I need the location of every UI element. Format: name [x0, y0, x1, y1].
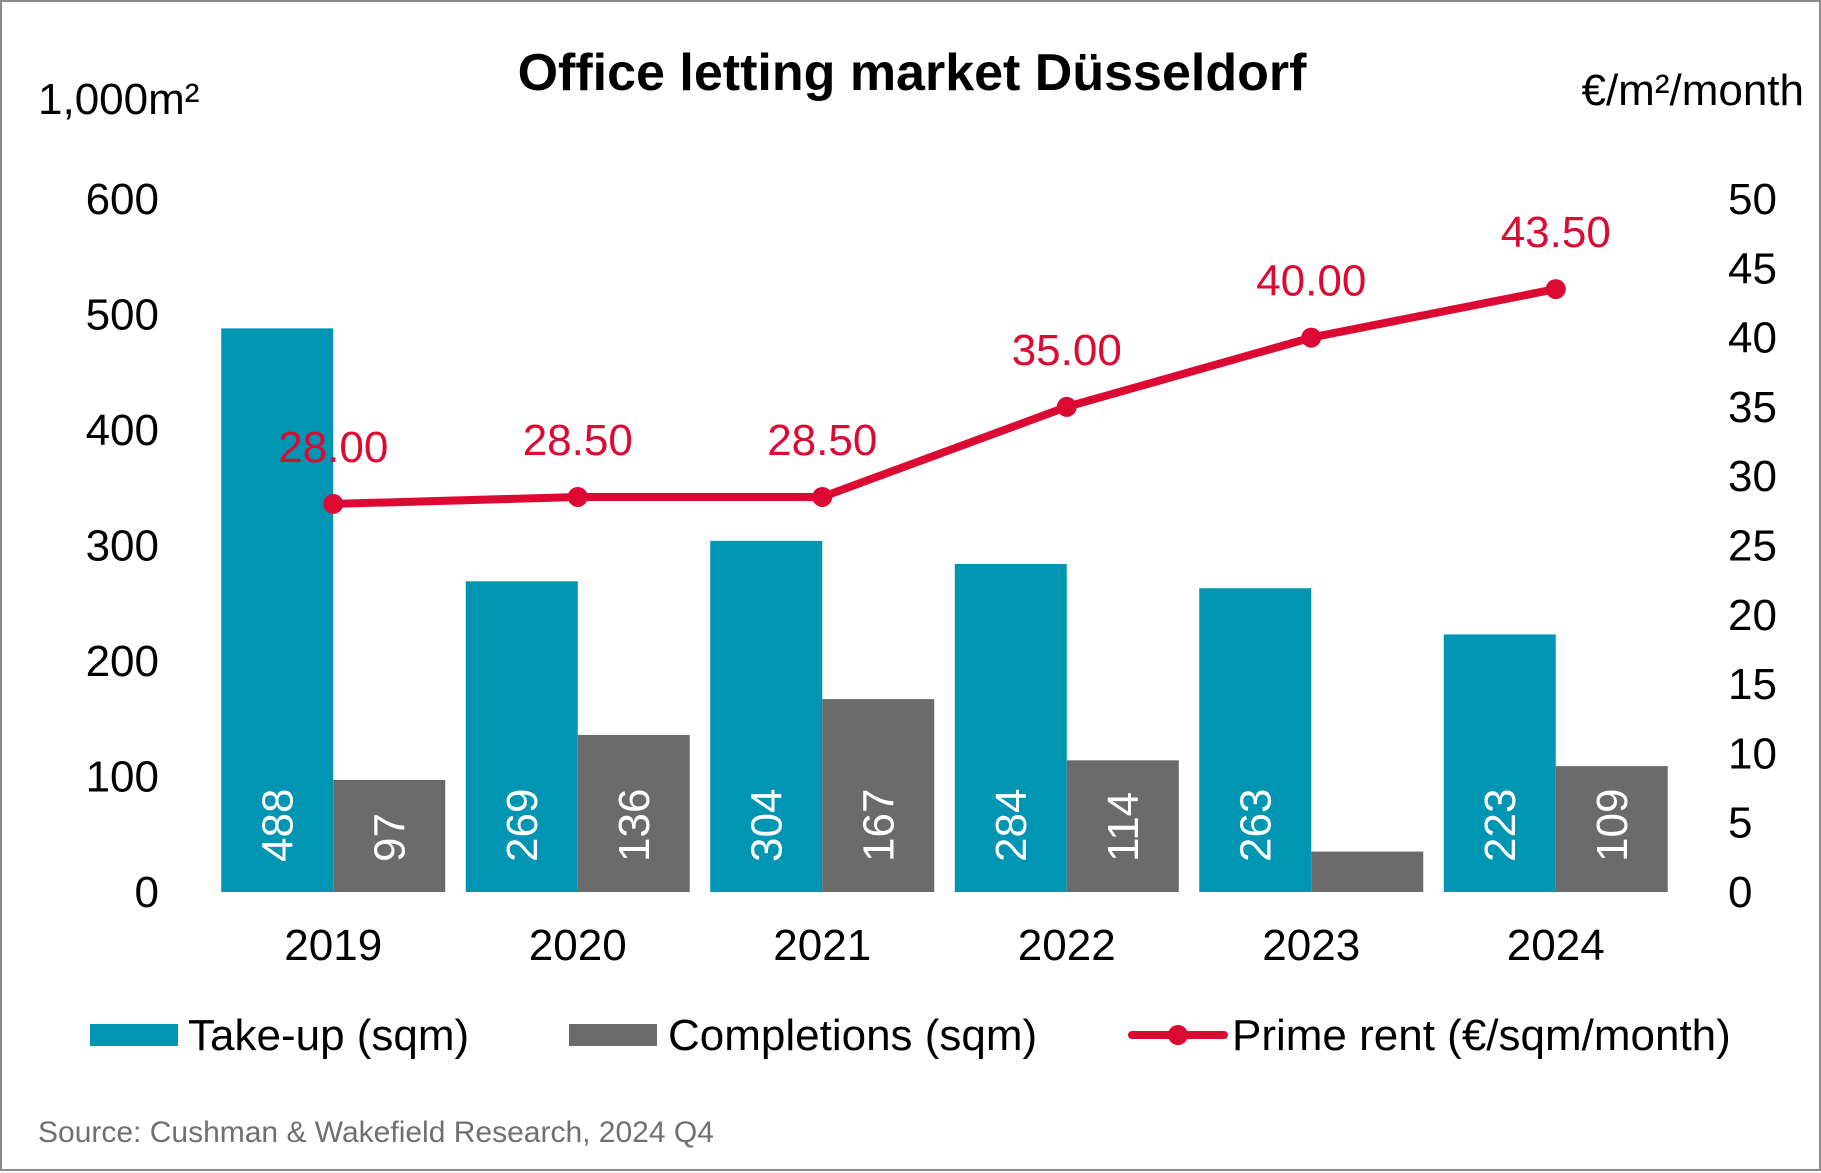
- right-tick-label: 35: [1728, 383, 1777, 432]
- take-up-bar: [1443, 634, 1556, 892]
- left-tick-label: 400: [86, 406, 159, 455]
- completions-bar-label: 136: [610, 789, 659, 862]
- legend-marker: [1168, 1025, 1188, 1045]
- left-tick-label: 500: [86, 291, 159, 340]
- chart-title: Office letting market Düsseldorf: [518, 44, 1308, 102]
- completions-bar: [577, 734, 690, 892]
- take-up-bar: [1199, 588, 1312, 892]
- right-tick-label: 5: [1728, 799, 1752, 848]
- bar-series-group: [221, 328, 1668, 892]
- legend-swatch: [569, 1024, 657, 1046]
- left-tick-label: 300: [86, 522, 159, 571]
- completions-bar-label: 114: [1099, 792, 1148, 862]
- take-up-bar-label: 488: [253, 789, 302, 862]
- right-tick-label: 0: [1728, 868, 1752, 917]
- completions-bar: [1311, 851, 1424, 892]
- right-axis-ticks: 0 5 10 15 20 25 30 35 40 45 50: [1728, 175, 1777, 917]
- right-tick-label: 10: [1728, 729, 1777, 778]
- completions-bar-label: 97: [365, 813, 414, 862]
- completions-bar: [1555, 766, 1668, 892]
- prime-rent-point: [567, 486, 588, 507]
- prime-rent-label: 43.50: [1501, 208, 1611, 257]
- left-axis-ticks: 0 100 200 300 400 500 600: [86, 175, 159, 917]
- prime-rent-point: [812, 486, 833, 507]
- take-up-bar-label: 304: [742, 789, 791, 862]
- left-tick-label: 600: [86, 175, 159, 224]
- prime-rent-point: [1056, 396, 1077, 417]
- x-tick-label: 2019: [284, 921, 382, 970]
- left-tick-label: 200: [86, 637, 159, 686]
- prime-rent-point: [323, 493, 344, 514]
- left-tick-label: 100: [86, 753, 159, 802]
- completions-bar: [822, 699, 935, 892]
- completions-bar-label: 167: [854, 789, 903, 862]
- take-up-bar-label: 284: [987, 789, 1036, 862]
- take-up-bar-label: 269: [498, 789, 547, 862]
- prime-rent-label: 28.00: [278, 423, 388, 472]
- legend-label: Completions (sqm): [668, 1011, 1037, 1060]
- prime-rent-line: [333, 285, 1557, 508]
- x-tick-label: 2021: [773, 921, 871, 970]
- prime-rent-point: [1301, 327, 1322, 348]
- right-tick-label: 50: [1728, 175, 1777, 224]
- x-tick-label: 2022: [1018, 921, 1116, 970]
- right-tick-label: 20: [1728, 591, 1777, 640]
- prime-rent-label: 28.50: [767, 416, 877, 465]
- take-up-bar: [465, 581, 578, 892]
- x-axis-ticks: 2019 2020 2021 2022 2023 2024: [284, 921, 1604, 970]
- right-tick-label: 25: [1728, 522, 1777, 571]
- left-axis-unit-label: 1,000m²: [38, 75, 199, 124]
- legend-label: Prime rent (€/sqm/month): [1232, 1011, 1731, 1060]
- take-up-bar-label: 263: [1231, 789, 1280, 862]
- take-up-bar: [710, 540, 823, 892]
- legend-swatch: [90, 1024, 178, 1046]
- prime-rent-label: 28.50: [523, 416, 633, 465]
- prime-rent-point: [1545, 279, 1566, 300]
- prime-rent-label: 40.00: [1256, 257, 1366, 306]
- x-tick-label: 2023: [1262, 921, 1360, 970]
- legend: Take-up (sqm) Completions (sqm) Prime rent…: [90, 1011, 1731, 1060]
- prime-rent-label: 35.00: [1012, 326, 1122, 375]
- completions-bar: [1066, 760, 1179, 892]
- source-note: Source: Cushman & Wakefield Research, 20…: [38, 1116, 714, 1149]
- prime-rent-line-group: 28.00 28.50 28.50 35.00 40.00 43.50: [278, 208, 1611, 514]
- left-tick-label: 0: [135, 868, 159, 917]
- x-tick-label: 2024: [1507, 921, 1605, 970]
- right-tick-label: 15: [1728, 660, 1777, 709]
- take-up-bar: [221, 328, 334, 892]
- completions-bar: [333, 779, 446, 892]
- completions-bar-label: 109: [1588, 789, 1637, 862]
- right-tick-label: 30: [1728, 452, 1777, 501]
- x-tick-label: 2020: [529, 921, 627, 970]
- take-up-bar-label: 223: [1476, 789, 1525, 862]
- bar-labels-group: 488 97 269 136 304 167 284 114 263 223 109: [253, 789, 1637, 862]
- legend-label: Take-up (sqm): [188, 1011, 469, 1060]
- take-up-bar: [954, 563, 1067, 892]
- right-axis-unit-label: €/m²/month: [1581, 66, 1804, 115]
- right-tick-label: 40: [1728, 314, 1777, 363]
- right-tick-label: 45: [1728, 244, 1777, 293]
